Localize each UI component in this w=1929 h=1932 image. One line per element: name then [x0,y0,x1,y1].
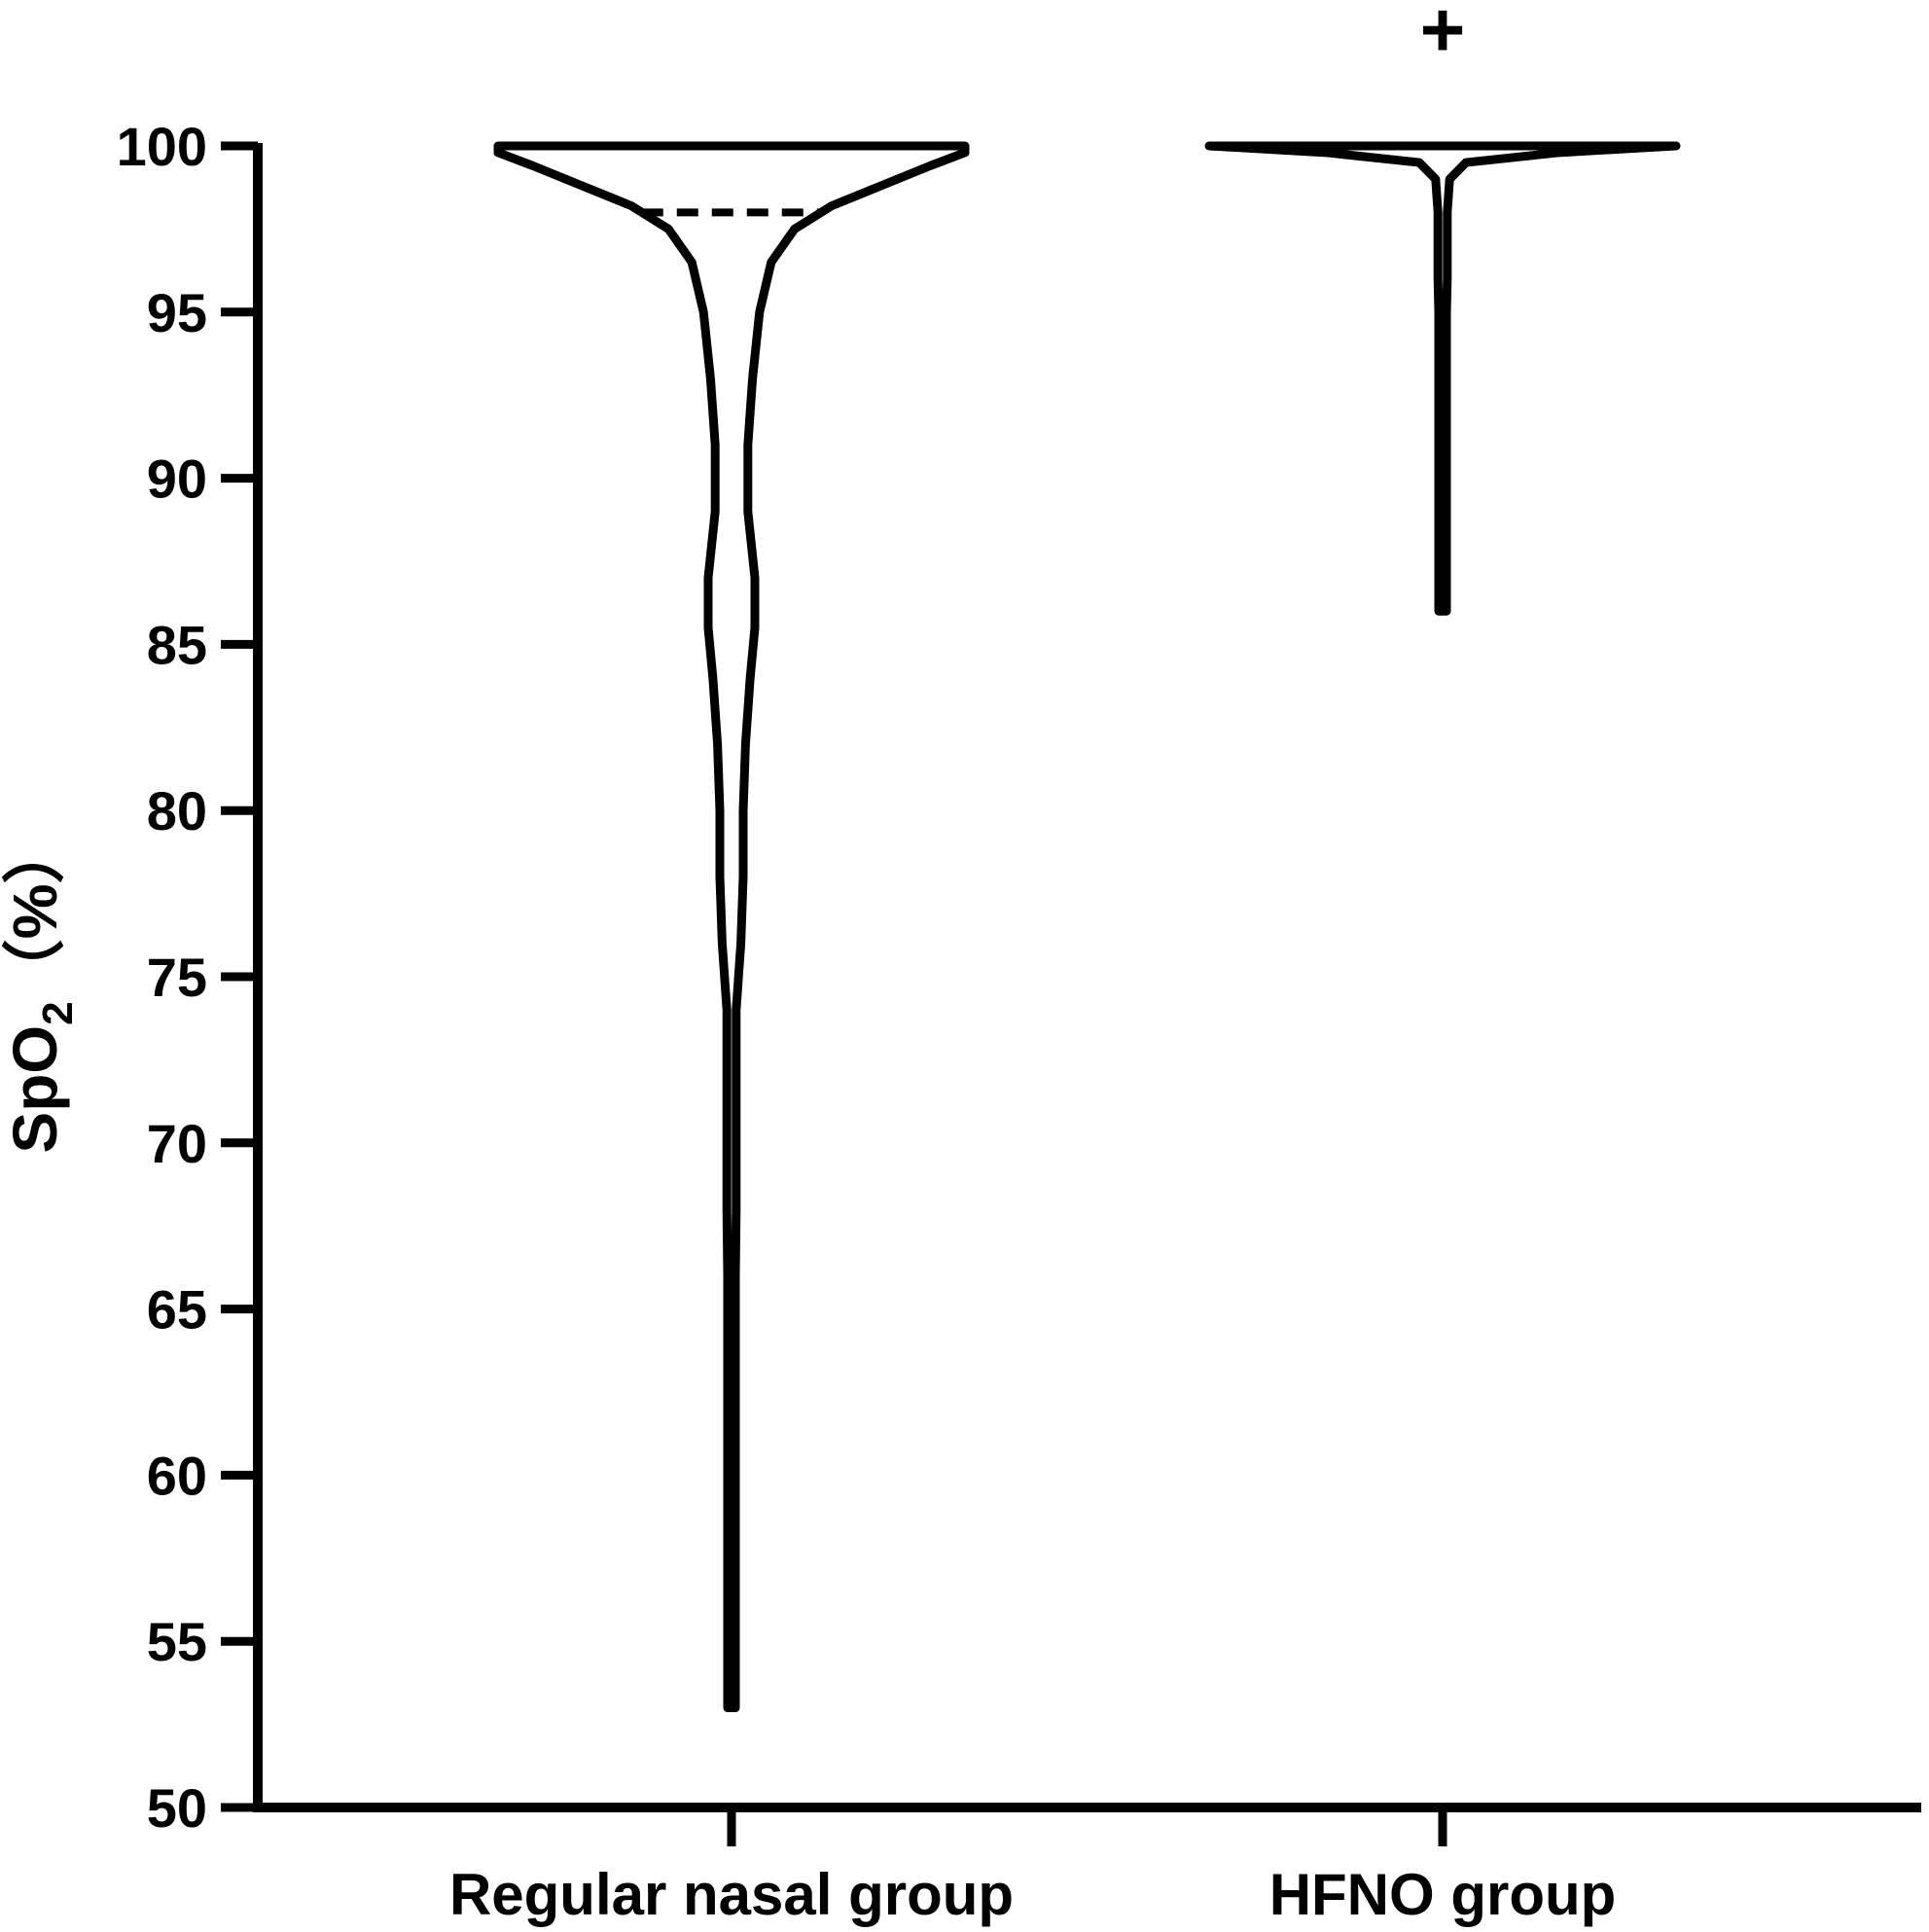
x-category-label: Regular nasal group [449,1862,1014,1927]
violin-hfno [1204,141,1681,616]
y-tick-label: 85 [147,614,207,675]
violins [493,141,1681,1713]
y-tick-label: 95 [147,282,207,343]
significance-marker: + [1420,0,1466,73]
axes [253,143,1921,1812]
y-tick-label: 70 [147,1113,207,1174]
y-tick-label: 75 [147,947,207,1008]
annotations: + [1420,0,1466,73]
y-tick-label: 100 [117,116,207,177]
x-ticks: Regular nasal group HFNO group [449,1807,1616,1927]
y-tick-label: 90 [147,448,207,510]
y-tick-label: 65 [147,1279,207,1341]
y-tick-label: 80 [147,780,207,841]
y-tick-label: 55 [147,1611,207,1672]
y-tick-label: 60 [147,1445,207,1506]
y-ticks: 50 55 60 65 70 75 80 85 90 95 100 [117,116,258,1839]
violin-regular-nasal [493,141,970,1713]
y-tick-label: 50 [147,1777,207,1839]
x-category-label: HFNO group [1269,1862,1617,1927]
y-axis-title: SpO2（%） [0,822,82,1154]
